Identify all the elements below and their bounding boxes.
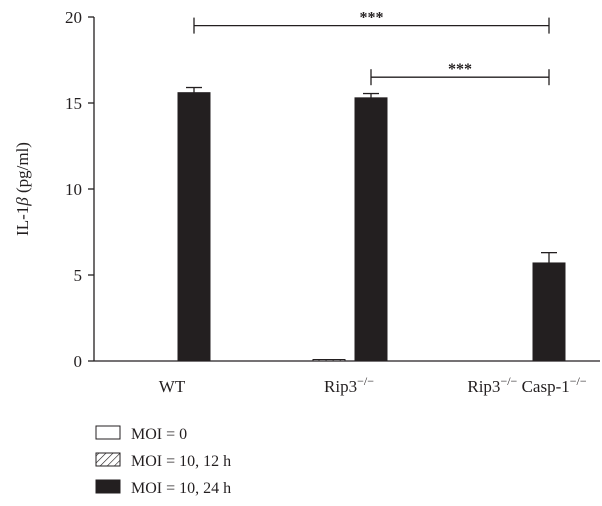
- bar: [354, 97, 388, 362]
- bars: [177, 86, 566, 362]
- x-tick-label: WT: [159, 377, 186, 396]
- legend-swatch: [95, 452, 121, 467]
- y-tick-label: 15: [65, 94, 82, 113]
- legend-label: MOI = 10, 12 h: [131, 453, 231, 470]
- legend: MOI = 0 MOI = 10, 12 h MOI = 10, 24 h: [95, 425, 231, 497]
- legend-swatch: [95, 479, 121, 494]
- y-tick-label: 0: [74, 352, 83, 371]
- legend-label: MOI = 0: [131, 426, 187, 443]
- bar: [177, 92, 211, 362]
- axes: 0 5 10 15 20 IL-1β (pg/ml) WT Rip3−/− Rip3−/− Ca…: [13, 8, 600, 396]
- y-axis-label: IL-1β (pg/ml): [13, 142, 32, 236]
- y-tick-label: 5: [74, 266, 83, 285]
- significance-label: ***: [448, 61, 472, 78]
- significance-label: ***: [360, 10, 384, 27]
- y-tick-label: 10: [65, 180, 82, 199]
- x-tick-label: Rip3−/−: [324, 374, 374, 396]
- bar: [532, 262, 566, 362]
- legend-swatch: [95, 425, 121, 440]
- bar: [312, 359, 346, 362]
- significance-brackets: *** ***: [193, 10, 550, 86]
- y-tick-label: 20: [65, 8, 82, 27]
- x-tick-label: Rip3−/− Casp-1−/−: [467, 374, 586, 396]
- legend-label: MOI = 10, 24 h: [131, 480, 231, 497]
